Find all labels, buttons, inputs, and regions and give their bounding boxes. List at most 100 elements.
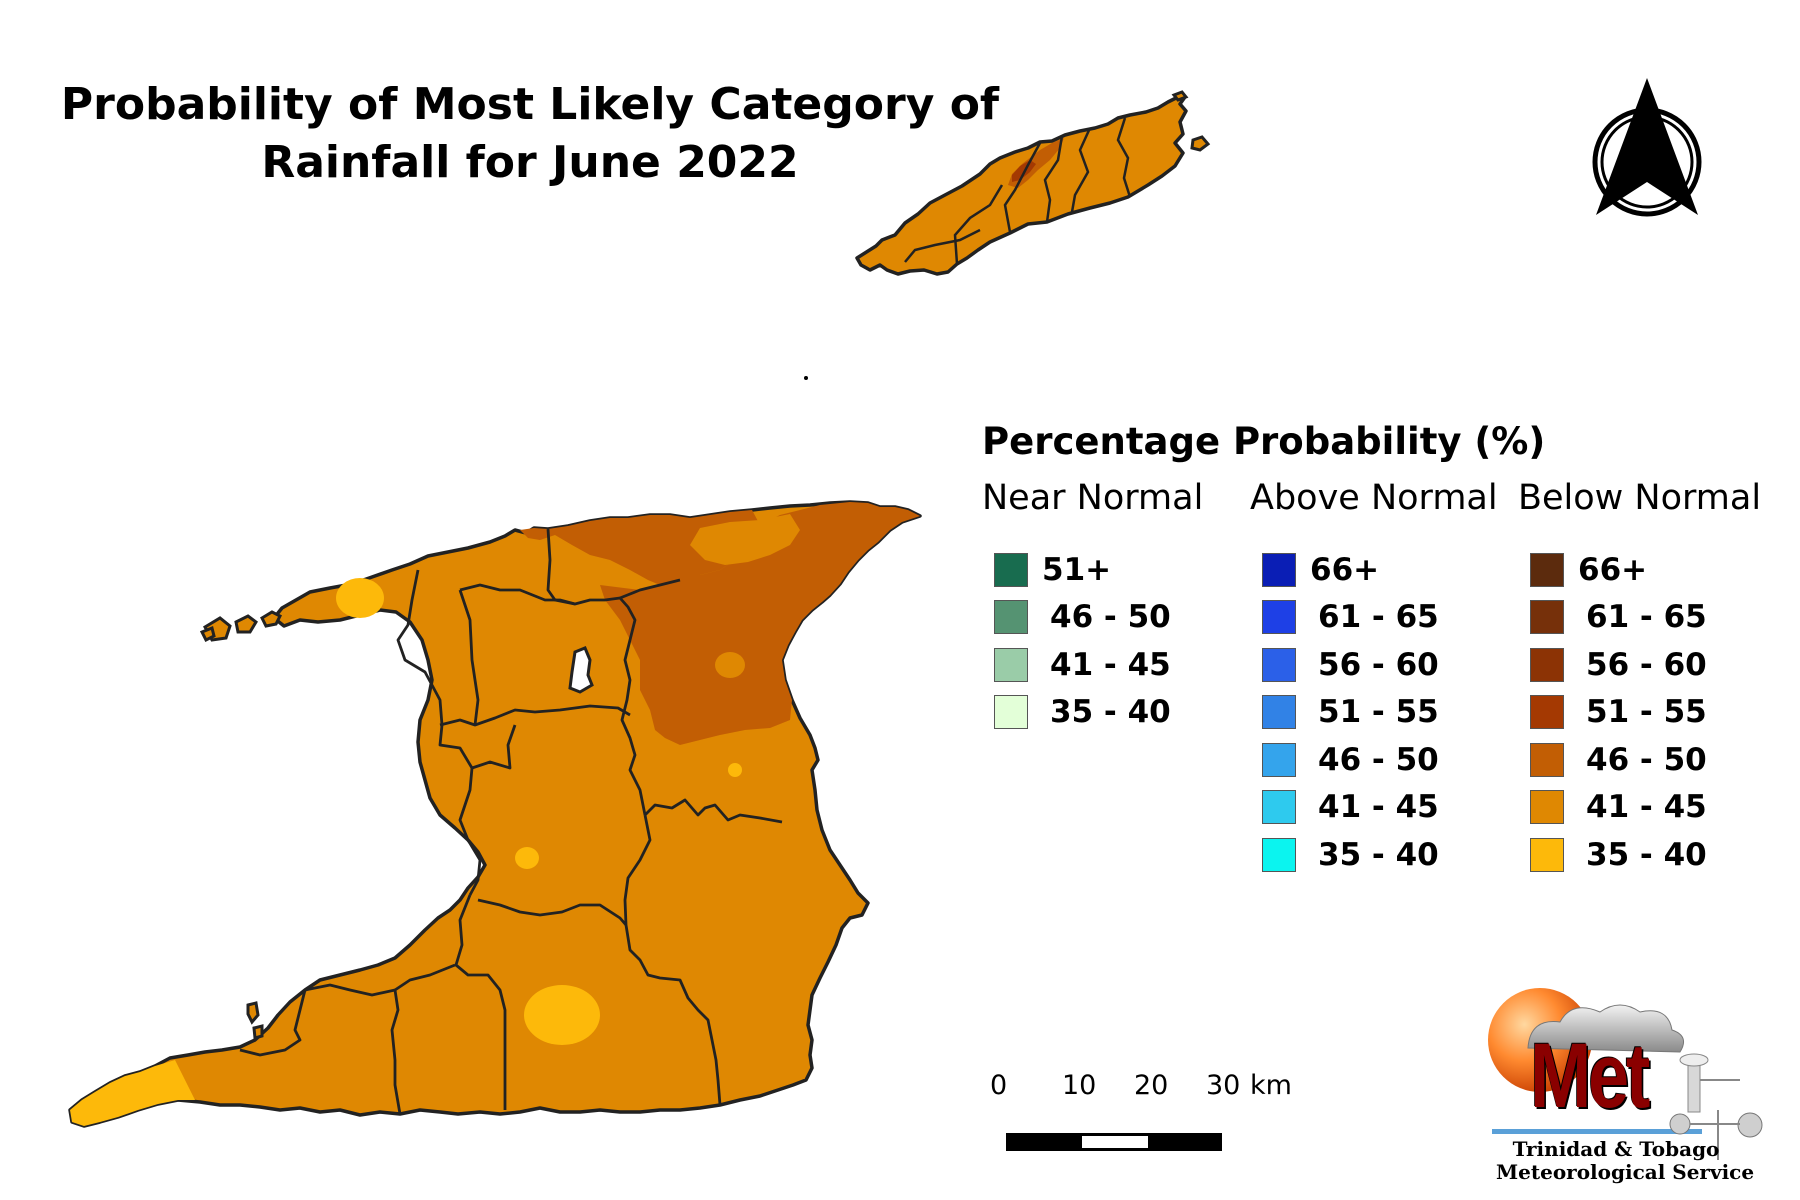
- legend-item: 46 - 50: [1530, 736, 1707, 784]
- scale-unit: km: [1250, 1070, 1292, 1101]
- legend-label: 56 - 60: [1318, 646, 1439, 683]
- legend-swatch: [1262, 790, 1296, 825]
- scale-tick-10: 10: [1062, 1070, 1097, 1101]
- legend-item: 56 - 60: [1262, 641, 1439, 689]
- tobago-islet-north: [1171, 90, 1189, 102]
- legend-swatch: [994, 600, 1028, 635]
- tobago-land: [855, 95, 1188, 276]
- legend-swatch: [1530, 837, 1564, 872]
- legend-item: 46 - 50: [1262, 736, 1439, 784]
- legend-label: 46 - 50: [1586, 741, 1707, 778]
- legend-heading-above-normal: Above Normal: [1250, 478, 1498, 518]
- met-service-name-line-2: Meteorological Service: [1496, 1160, 1755, 1184]
- met-service-name: Trinidad & Tobago Meteorological Service: [1496, 1137, 1755, 1184]
- legend-column-near-normal: 51+ 46 - 50 41 - 45 35 - 40: [994, 546, 1171, 736]
- legend-label: 66+: [1578, 551, 1648, 588]
- reservoir: [568, 646, 594, 694]
- legend-item: 61 - 65: [1262, 594, 1439, 642]
- legend-label: 46 - 50: [1050, 599, 1171, 636]
- legend-item: 51 - 55: [1530, 689, 1707, 737]
- legend-swatch: [1262, 647, 1296, 682]
- west-coast-islet: [246, 1001, 260, 1025]
- legend-item: 46 - 50: [994, 594, 1171, 642]
- legend-item: 41 - 45: [1530, 784, 1707, 832]
- legend-swatch: [994, 552, 1028, 587]
- legend-swatch: [1530, 552, 1564, 587]
- map-title: Probability of Most Likely Category of R…: [60, 76, 1000, 192]
- legend-column-above-normal: 66+ 61 - 65 56 - 60 51 - 55 46 - 50 41 - 45 35…: [1262, 546, 1439, 879]
- met-service-logo-graphic: [1488, 988, 1763, 1160]
- legend-label: 41 - 45: [1586, 789, 1707, 826]
- scale-tick-0: 0: [990, 1070, 1008, 1101]
- tobago-islet-east: [1190, 135, 1211, 152]
- scale-bar-labels: 0 10 20 30 km: [990, 1070, 1310, 1110]
- legend-heading-below-normal: Below Normal: [1518, 478, 1762, 518]
- map-title-line-2: Rainfall for June 2022: [261, 137, 799, 188]
- map-marker-dot: [804, 376, 808, 380]
- legend-item: 41 - 45: [994, 641, 1171, 689]
- legend-label: 66+: [1310, 551, 1380, 588]
- met-service-name-line-1: Trinidad & Tobago: [1512, 1137, 1720, 1161]
- legend-label: 35 - 40: [1586, 836, 1707, 873]
- trinidad-region-boundaries: [239, 528, 783, 1115]
- legend-swatch: [1530, 647, 1564, 682]
- legend-label: 51+: [1042, 551, 1112, 588]
- legend-item: 66+: [1530, 546, 1707, 594]
- chaguaramas-islet-4: [199, 625, 216, 643]
- legend-column-below-normal: 66+ 61 - 65 56 - 60 51 - 55 46 - 50 41 - 45 35…: [1530, 546, 1707, 879]
- north-arrow-icon: [1592, 78, 1702, 217]
- legend-label: 61 - 65: [1318, 599, 1439, 636]
- zone-spot-northeast-41-45: [715, 652, 745, 678]
- map-title-line-1: Probability of Most Likely Category of: [60, 79, 1000, 130]
- zone-southwest-tip-35-40: [70, 1060, 195, 1126]
- zone-spot-east-35-40: [728, 763, 742, 777]
- legend-label: 41 - 45: [1050, 646, 1171, 683]
- chaguaramas-islet-2: [234, 614, 258, 634]
- legend-label: 56 - 60: [1586, 646, 1707, 683]
- legend-label: 41 - 45: [1318, 789, 1439, 826]
- legend-item: 56 - 60: [1530, 641, 1707, 689]
- legend-item: 66+: [1262, 546, 1439, 594]
- scale-bar: [1006, 1133, 1222, 1151]
- legend-item: 41 - 45: [1262, 784, 1439, 832]
- legend-label: 61 - 65: [1586, 599, 1707, 636]
- legend-item: 35 - 40: [1530, 831, 1707, 879]
- legend-item: 51 - 55: [1262, 689, 1439, 737]
- legend-swatch: [1530, 742, 1564, 777]
- west-coast-islet-2: [252, 1024, 264, 1040]
- zone-northeast-46-50: [600, 502, 920, 745]
- legend-label: 46 - 50: [1318, 741, 1439, 778]
- legend-label: 51 - 55: [1318, 694, 1439, 731]
- legend-heading-near-normal: Near Normal: [982, 478, 1204, 518]
- legend-swatch: [1262, 600, 1296, 635]
- trinidad-island: [68, 500, 922, 1128]
- zone-spot-northwest-35-40: [336, 578, 384, 618]
- legend-label: 35 - 40: [1318, 836, 1439, 873]
- legend-swatch: [1262, 552, 1296, 587]
- chaguaramas-islet-1: [260, 610, 283, 628]
- scale-tick-20: 20: [1134, 1070, 1169, 1101]
- legend-swatch: [1262, 742, 1296, 777]
- zone-spot-south-35-40: [524, 985, 600, 1045]
- tobago-parish-boundaries: [904, 117, 1132, 265]
- tobago-island: [855, 90, 1211, 276]
- legend-swatch: [994, 695, 1028, 730]
- legend-swatch: [1530, 790, 1564, 825]
- legend-item: 35 - 40: [1262, 831, 1439, 879]
- zone-spot-central-35-40: [515, 847, 539, 869]
- legend-label: 35 - 40: [1050, 694, 1171, 731]
- legend-item: 51+: [994, 546, 1171, 594]
- scale-tick-30: 30: [1206, 1070, 1241, 1101]
- legend-swatch: [1530, 695, 1564, 730]
- legend-label: 51 - 55: [1586, 694, 1707, 731]
- legend-swatch: [1530, 600, 1564, 635]
- zone-northeast-notch-41-45: [690, 514, 800, 565]
- met-wordmark: Met: [1530, 1025, 1650, 1127]
- legend-swatch: [1262, 695, 1296, 730]
- legend-title: Percentage Probability (%): [982, 420, 1546, 463]
- legend-item: 61 - 65: [1530, 594, 1707, 642]
- legend-swatch: [994, 647, 1028, 682]
- legend-swatch: [1262, 837, 1296, 872]
- legend-item: 35 - 40: [994, 689, 1171, 737]
